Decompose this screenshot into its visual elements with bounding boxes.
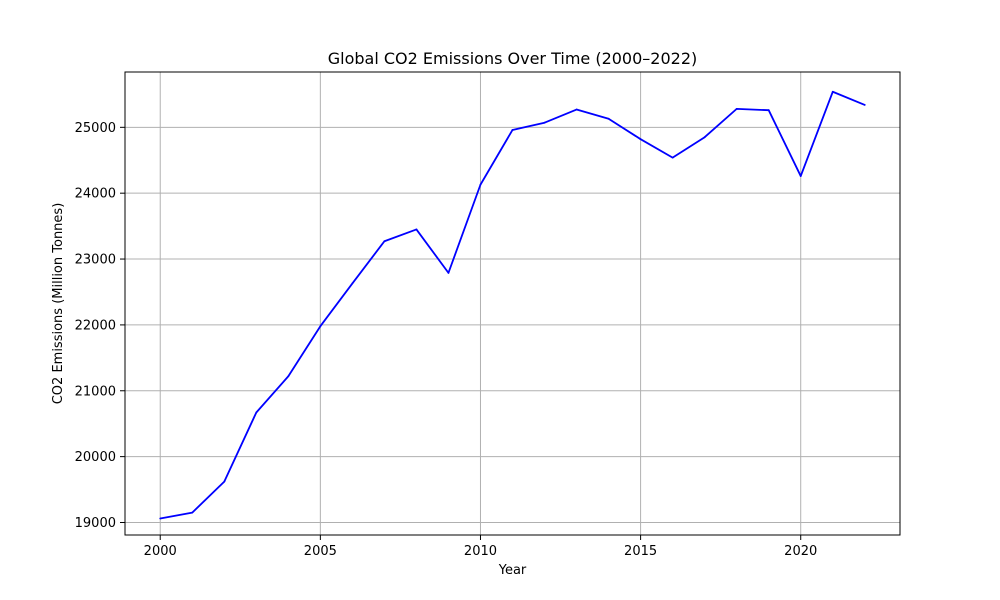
- data-point: [543, 121, 546, 124]
- data-point: [511, 129, 514, 131]
- data-point: [319, 325, 322, 328]
- data-point: [223, 480, 226, 483]
- y-axis-label: CO2 Emissions (Million Tonnes): [51, 203, 66, 405]
- y-tick-label: 22000: [75, 318, 116, 333]
- data-point: [607, 117, 610, 120]
- y-tick-label: 19000: [75, 516, 116, 531]
- plot-frame: [124, 71, 901, 536]
- y-tick-label: 21000: [75, 384, 116, 399]
- data-point: [671, 156, 674, 159]
- data-point: [703, 136, 706, 139]
- grid-layer: [125, 72, 900, 535]
- data-point: [831, 90, 834, 93]
- x-tick-label: 2010: [464, 544, 497, 559]
- data-point: [351, 282, 354, 285]
- data-point: [255, 411, 258, 414]
- data-point: [415, 228, 418, 231]
- x-axis-label: Year: [498, 563, 527, 578]
- chart-title: Global CO2 Emissions Over Time (2000–202…: [328, 49, 698, 68]
- x-tick-label: 2015: [624, 544, 657, 559]
- y-tick-label: 24000: [75, 187, 116, 202]
- y-tick-label: 23000: [75, 253, 116, 268]
- data-point: [799, 175, 802, 177]
- x-tick-label: 2020: [784, 544, 817, 559]
- data-point: [863, 104, 866, 106]
- data-point: [383, 240, 386, 243]
- y-tick-label: 20000: [75, 450, 116, 465]
- data-point: [287, 375, 290, 378]
- data-point: [479, 183, 482, 186]
- data-point: [639, 138, 642, 141]
- data-point: [447, 271, 450, 274]
- data-point: [735, 107, 738, 110]
- x-tick-label: 2005: [304, 544, 337, 559]
- data-point: [575, 108, 578, 111]
- x-tick-label: 2000: [144, 544, 177, 559]
- data-point: [159, 517, 162, 520]
- ticks-layer: 2000 2005 2010 2015 2020 19000 20000 21000 22000…: [75, 121, 818, 559]
- data-point: [191, 511, 194, 514]
- series-line: [160, 90, 866, 520]
- data-point: [767, 109, 770, 112]
- labels-layer: Global CO2 Emissions Over Time (2000–202…: [51, 49, 697, 578]
- y-tick-label: 25000: [75, 121, 116, 136]
- series-layer: [159, 90, 866, 520]
